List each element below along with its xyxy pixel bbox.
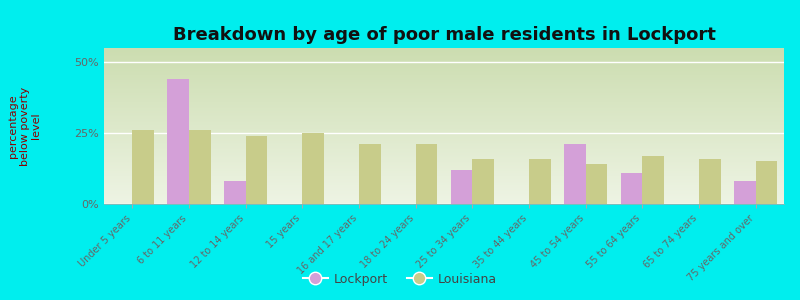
Legend: Lockport, Louisiana: Lockport, Louisiana — [298, 268, 502, 291]
Bar — [416, 144, 437, 204]
Title: Breakdown by age of poor male residents in Lockport: Breakdown by age of poor male residents … — [173, 26, 715, 44]
Bar — [224, 181, 246, 204]
Bar — [472, 159, 494, 204]
Bar — [189, 130, 210, 204]
Text: percentage
below poverty
level: percentage below poverty level — [8, 86, 42, 166]
Bar — [302, 133, 324, 204]
Bar — [451, 170, 472, 204]
Bar — [132, 130, 154, 204]
Bar — [734, 181, 756, 204]
Bar — [756, 161, 778, 204]
Bar — [529, 159, 550, 204]
Bar — [586, 164, 607, 204]
Bar — [699, 159, 721, 204]
Bar — [359, 144, 381, 204]
Bar — [167, 79, 189, 204]
Bar — [246, 136, 267, 204]
Bar — [564, 144, 586, 204]
Bar — [642, 156, 664, 204]
Bar — [621, 173, 642, 204]
